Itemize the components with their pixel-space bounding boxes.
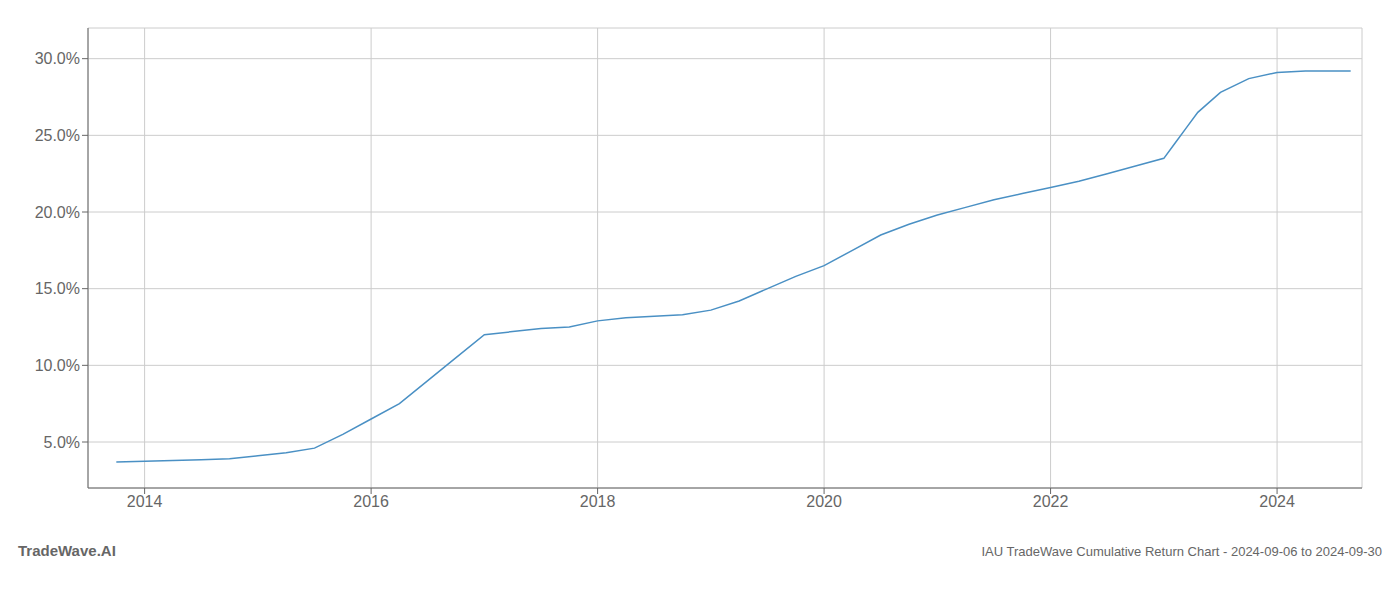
- svg-text:2018: 2018: [580, 493, 616, 510]
- html-text:IAU TradeWave Cumulative Retur: IAU TradeWave Cumulative Return Chart - …: [981, 544, 1382, 559]
- html-text:TradeWave.AI: TradeWave.AI: [18, 542, 116, 559]
- svg-text:15.0%: 15.0%: [35, 280, 80, 297]
- svg-text:20.0%: 20.0%: [35, 204, 80, 221]
- svg-text:5.0%: 5.0%: [44, 434, 80, 451]
- svg-text:2016: 2016: [353, 493, 389, 510]
- svg-text:2022: 2022: [1033, 493, 1069, 510]
- svg-text:30.0%: 30.0%: [35, 50, 80, 67]
- svg-text:2014: 2014: [127, 493, 163, 510]
- svg-text:25.0%: 25.0%: [35, 127, 80, 144]
- svg-text:2020: 2020: [806, 493, 842, 510]
- svg-text:10.0%: 10.0%: [35, 357, 80, 374]
- svg-text:2024: 2024: [1259, 493, 1295, 510]
